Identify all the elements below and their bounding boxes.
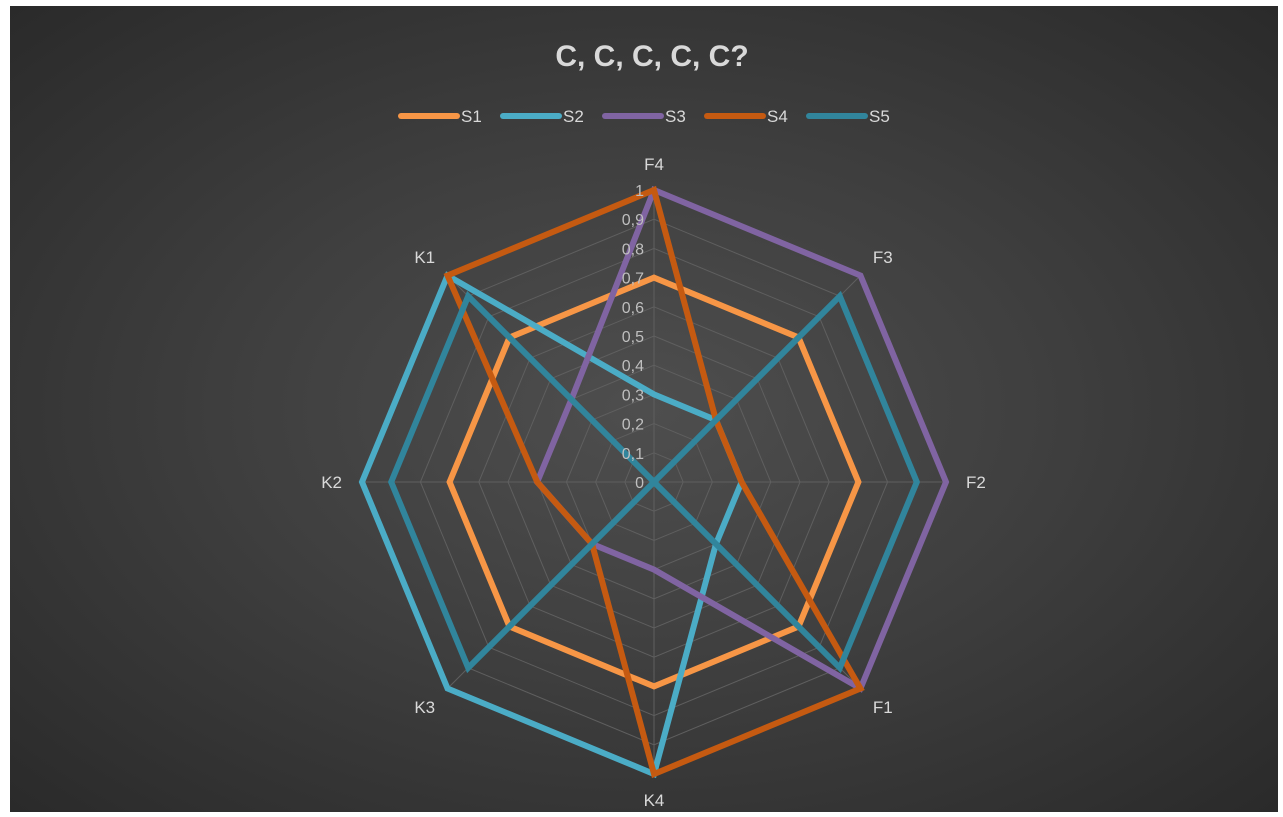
legend: S1 S2 S3 S4 S5 — [398, 107, 890, 126]
category-label-k1: K1 — [414, 248, 435, 267]
legend-label-s1: S1 — [461, 107, 482, 126]
chart-area: C, C, C, C, C? 0 0,1 0,2 0,3 0,4 0,5 0,6 0,7 0,8… — [10, 6, 1278, 812]
category-labels: F4 F3 F2 F1 K4 K3 K2 K1 — [321, 155, 986, 810]
tick-label: 0,3 — [622, 387, 644, 404]
tick-label: 0 — [635, 475, 644, 492]
category-label-f3: F3 — [873, 248, 893, 267]
radar-chart: C, C, C, C, C? 0 0,1 0,2 0,3 0,4 0,5 0,6 0,7 0,8… — [321, 40, 986, 810]
series-s3-line — [533, 186, 950, 693]
tick-label: 0,7 — [622, 271, 644, 288]
series-s1-line — [446, 274, 862, 690]
legend-label-s5: S5 — [869, 107, 890, 126]
tick-label: 1 — [635, 183, 644, 200]
category-label-k4: K4 — [644, 791, 665, 810]
chart-title: C, C, C, C, C? — [555, 40, 748, 73]
tick-labels: 0 0,1 0,2 0,3 0,4 0,5 0,6 0,7 0,8 0,9 1 — [622, 183, 644, 492]
tick-label: 0,1 — [622, 446, 644, 463]
series-group — [358, 185, 950, 779]
series-s4-line — [443, 185, 865, 779]
tick-label: 0,9 — [622, 212, 644, 229]
tick-label: 0,4 — [622, 358, 644, 375]
category-label-f2: F2 — [966, 473, 986, 492]
category-label-k2: K2 — [321, 473, 342, 492]
category-label-k3: K3 — [414, 698, 435, 717]
category-label-f1: F1 — [873, 698, 893, 717]
legend-label-s4: S4 — [767, 107, 788, 126]
legend-label-s3: S3 — [665, 107, 686, 126]
category-label-f4: F4 — [644, 155, 664, 174]
tick-label: 0,2 — [622, 417, 644, 434]
series-s5-line — [387, 290, 921, 674]
tick-label: 0,5 — [622, 329, 644, 346]
tick-label: 0,8 — [622, 241, 644, 258]
legend-label-s2: S2 — [563, 107, 584, 126]
tick-label: 0,6 — [622, 300, 644, 317]
